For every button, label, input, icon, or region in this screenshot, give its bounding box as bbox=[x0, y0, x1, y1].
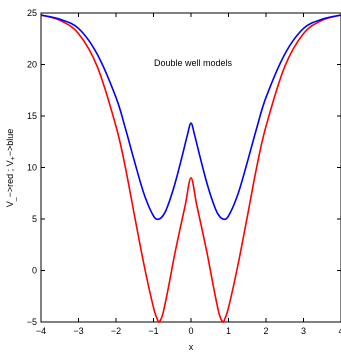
y-label-sub-minus: _ bbox=[10, 197, 17, 202]
series-line-blue bbox=[40, 14, 341, 221]
x-tick-label: 4 bbox=[338, 326, 341, 336]
y-tick-label: −5 bbox=[27, 317, 37, 327]
y-label-part-v: V bbox=[5, 201, 15, 207]
x-tick-label: 1 bbox=[226, 326, 231, 336]
y-tick-label: 20 bbox=[27, 60, 37, 70]
y-label-sub-plus: + bbox=[10, 156, 17, 160]
x-axis: −4 −3 −2 −1 0 1 2 3 4 bbox=[36, 13, 341, 336]
x-tick-label: 2 bbox=[263, 326, 268, 336]
x-tick-label: −4 bbox=[36, 326, 46, 336]
y-tick-label: 25 bbox=[27, 8, 37, 18]
y-axis: −5 0 5 10 15 20 25 bbox=[27, 8, 341, 327]
x-tick-label: 3 bbox=[301, 326, 306, 336]
y-label-part-mid: −>red ; V bbox=[5, 160, 15, 197]
chart-annotation: Double well models bbox=[154, 58, 233, 68]
y-tick-label: 10 bbox=[27, 163, 37, 173]
y-label-part-end: −>blue bbox=[5, 129, 15, 157]
series-line-red bbox=[40, 14, 341, 324]
y-tick-label: 0 bbox=[32, 266, 37, 276]
y-axis-label: V_−>red ; V+−>blue bbox=[5, 129, 17, 208]
x-axis-label: x bbox=[189, 342, 194, 352]
y-tick-label: 5 bbox=[32, 214, 37, 224]
x-tick-label: −3 bbox=[73, 326, 83, 336]
x-tick-label: −1 bbox=[148, 326, 158, 336]
series-group bbox=[40, 14, 341, 324]
plot-area bbox=[40, 12, 341, 323]
x-tick-label: −2 bbox=[111, 326, 121, 336]
x-tick-label: 0 bbox=[188, 326, 193, 336]
y-tick-label: 15 bbox=[27, 111, 37, 121]
